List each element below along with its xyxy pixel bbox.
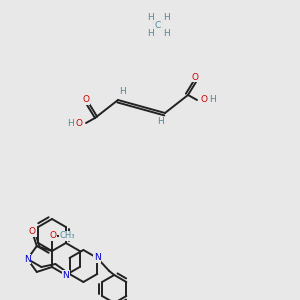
Text: H: H [158,118,164,127]
Text: C: C [155,20,161,29]
Text: H: H [163,28,170,38]
Text: H: H [147,28,153,38]
Text: H: H [163,13,170,22]
Text: O: O [82,95,89,104]
Text: N: N [24,254,31,263]
Text: H: H [67,118,73,127]
Text: O: O [50,232,56,241]
Text: N: N [62,271,69,280]
Text: O: O [191,73,199,82]
Text: CH₃: CH₃ [59,232,75,241]
Text: N: N [94,254,101,262]
Text: H: H [210,95,216,104]
Text: H: H [118,86,125,95]
Text: H: H [147,13,153,22]
Text: O: O [76,118,82,127]
Text: O: O [200,95,208,104]
Text: O: O [29,227,36,236]
